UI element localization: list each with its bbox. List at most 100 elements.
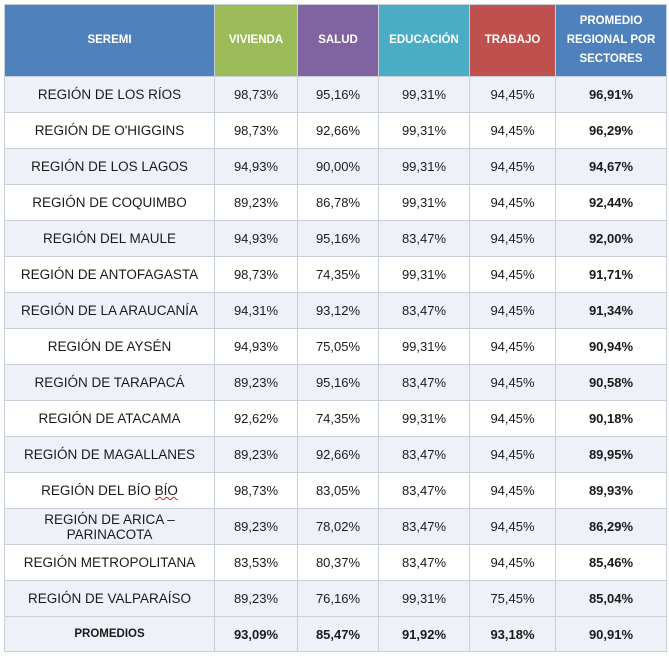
cell-region: REGIÓN DE VALPARAÍSO [4, 580, 215, 617]
cell-vivienda: 98,73% [214, 472, 298, 509]
cell-educacion: 83,47% [378, 472, 470, 509]
cell-vivienda: 92,62% [214, 400, 298, 437]
cell-promedio: 92,00% [555, 220, 667, 257]
cell-trabajo: 94,45% [469, 472, 556, 509]
table-row: REGIÓN DE LOS LAGOS 94,93% 90,00% 99,31% 94,… [4, 148, 667, 185]
table-row: REGIÓN DEL BÍO BÍO 98,73% 83,05% 83,47% 94,4… [4, 472, 667, 509]
table-row: REGIÓN DE ATACAMA 92,62% 74,35% 99,31% 94,45… [4, 400, 667, 437]
header-salud: SALUD [297, 4, 379, 77]
cell-salud: 90,00% [297, 148, 379, 185]
header-trabajo: TRABAJO [469, 4, 556, 77]
cell-region: REGIÓN DE LOS RÍOS [4, 76, 215, 113]
cell-trabajo: 94,45% [469, 220, 556, 257]
cell-region: REGIÓN DE ANTOFAGASTA [4, 256, 215, 293]
cell-promedio: 89,93% [555, 472, 667, 509]
cell-region: REGIÓN DE LA ARAUCANÍA [4, 292, 215, 329]
cell-region: REGIÓN METROPOLITANA [4, 544, 215, 581]
cell-salud: 75,05% [297, 328, 379, 365]
cell-salud: 74,35% [297, 256, 379, 293]
cell-trabajo: 94,45% [469, 544, 556, 581]
cell-vivienda: 94,93% [214, 148, 298, 185]
cell-vivienda: 89,23% [214, 436, 298, 473]
seremi-table: SEREMI VIVIENDA SALUD EDUCACIÓN TRABAJO … [4, 4, 667, 652]
total-trabajo: 93,18% [469, 616, 556, 652]
cell-promedio: 91,34% [555, 292, 667, 329]
cell-educacion: 83,47% [378, 436, 470, 473]
header-seremi: SEREMI [4, 4, 215, 77]
table-row: REGIÓN METROPOLITANA 83,53% 80,37% 83,47% 94… [4, 544, 667, 581]
cell-salud: 78,02% [297, 508, 379, 545]
cell-educacion: 83,47% [378, 220, 470, 257]
cell-salud: 76,16% [297, 580, 379, 617]
cell-region: REGIÓN DE AYSÉN [4, 328, 215, 365]
header-row: SEREMI VIVIENDA SALUD EDUCACIÓN TRABAJO … [4, 4, 667, 77]
cell-region: REGIÓN DE LOS LAGOS [4, 148, 215, 185]
header-educacion: EDUCACIÓN [378, 4, 470, 77]
cell-vivienda: 89,23% [214, 184, 298, 221]
table-row: REGIÓN DE MAGALLANES 89,23% 92,66% 83,47% 94… [4, 436, 667, 473]
cell-vivienda: 94,93% [214, 328, 298, 365]
header-vivienda: VIVIENDA [214, 4, 298, 77]
cell-educacion: 99,31% [378, 580, 470, 617]
cell-promedio: 96,29% [555, 112, 667, 149]
cell-trabajo: 94,45% [469, 364, 556, 401]
cell-vivienda: 89,23% [214, 364, 298, 401]
table-row: REGIÓN DE VALPARAÍSO 89,23% 76,16% 99,31% 75… [4, 580, 667, 617]
table-row: REGIÓN DE ARICA – PARINACOTA 89,23% 78,02%… [4, 508, 667, 545]
cell-vivienda: 98,73% [214, 76, 298, 113]
cell-trabajo: 94,45% [469, 328, 556, 365]
cell-trabajo: 75,45% [469, 580, 556, 617]
cell-promedio: 85,46% [555, 544, 667, 581]
cell-region: REGIÓN DE MAGALLANES [4, 436, 215, 473]
cell-promedio: 86,29% [555, 508, 667, 545]
cell-promedio: 96,91% [555, 76, 667, 113]
cell-trabajo: 94,45% [469, 292, 556, 329]
cell-salud: 95,16% [297, 76, 379, 113]
cell-region: REGIÓN DE O'HIGGINS [4, 112, 215, 149]
cell-educacion: 83,47% [378, 544, 470, 581]
table-row: REGIÓN DE O'HIGGINS 98,73% 92,66% 99,31% 94,… [4, 112, 667, 149]
cell-vivienda: 94,93% [214, 220, 298, 257]
cell-vivienda: 98,73% [214, 256, 298, 293]
cell-vivienda: 98,73% [214, 112, 298, 149]
header-promedio: PROMEDIO REGIONAL POR SECTORES [555, 4, 667, 77]
cell-educacion: 99,31% [378, 400, 470, 437]
table-row: REGIÓN DE LOS RÍOS 98,73% 95,16% 99,31% 94,4… [4, 76, 667, 113]
cell-educacion: 99,31% [378, 184, 470, 221]
cell-promedio: 85,04% [555, 580, 667, 617]
cell-region: REGIÓN DEL BÍO BÍO [4, 472, 215, 509]
cell-educacion: 99,31% [378, 148, 470, 185]
cell-promedio: 90,94% [555, 328, 667, 365]
cell-trabajo: 94,45% [469, 256, 556, 293]
cell-educacion: 83,47% [378, 508, 470, 545]
total-promedio: 90,91% [555, 616, 667, 652]
region-label-misspelled: BÍO [154, 483, 178, 498]
cell-salud: 80,37% [297, 544, 379, 581]
cell-trabajo: 94,45% [469, 112, 556, 149]
cell-promedio: 90,18% [555, 400, 667, 437]
table-row: REGIÓN DE COQUIMBO 89,23% 86,78% 99,31% 94,4… [4, 184, 667, 221]
cell-educacion: 99,31% [378, 76, 470, 113]
cell-trabajo: 94,45% [469, 76, 556, 113]
cell-educacion: 83,47% [378, 364, 470, 401]
cell-salud: 83,05% [297, 472, 379, 509]
cell-educacion: 99,31% [378, 112, 470, 149]
cell-salud: 95,16% [297, 364, 379, 401]
cell-vivienda: 89,23% [214, 580, 298, 617]
cell-trabajo: 94,45% [469, 184, 556, 221]
region-label-prefix: REGIÓN DEL BÍO [41, 483, 155, 498]
cell-salud: 92,66% [297, 112, 379, 149]
cell-promedio: 92,44% [555, 184, 667, 221]
table-row: REGIÓN DE AYSÉN 94,93% 75,05% 99,31% 94,45% 9… [4, 328, 667, 365]
cell-promedio: 94,67% [555, 148, 667, 185]
table-row: REGIÓN DEL MAULE 94,93% 95,16% 83,47% 94,45%… [4, 220, 667, 257]
cell-salud: 93,12% [297, 292, 379, 329]
cell-salud: 74,35% [297, 400, 379, 437]
total-salud: 85,47% [297, 616, 379, 652]
cell-vivienda: 83,53% [214, 544, 298, 581]
cell-vivienda: 89,23% [214, 508, 298, 545]
cell-educacion: 99,31% [378, 256, 470, 293]
totals-label: PROMEDIOS [4, 616, 215, 652]
cell-region: REGIÓN DE COQUIMBO [4, 184, 215, 221]
total-educacion: 91,92% [378, 616, 470, 652]
